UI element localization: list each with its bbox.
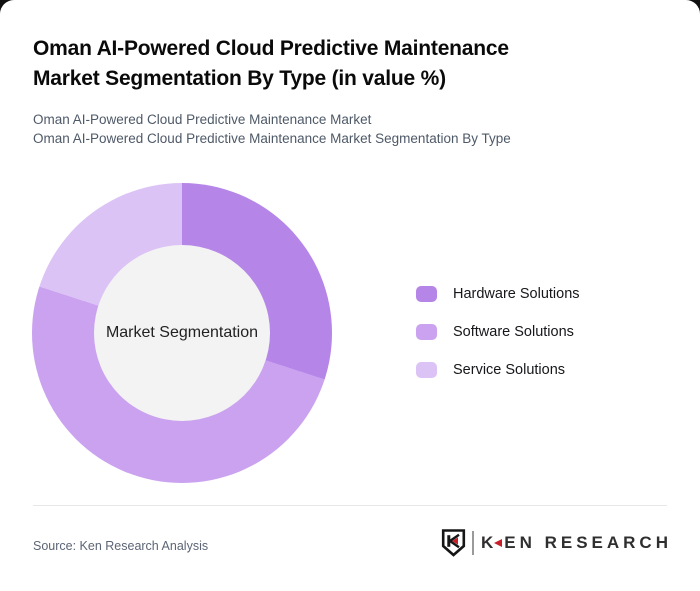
- legend-item: Hardware Solutions: [416, 286, 580, 302]
- source-text: Source: Ken Research Analysis: [33, 539, 209, 553]
- page-title: Oman AI-Powered Cloud Predictive Mainten…: [33, 34, 509, 94]
- chart-subtitle-line-2: Oman AI-Powered Cloud Predictive Mainten…: [33, 131, 511, 146]
- donut-center-label: Market Segmentation: [105, 324, 259, 341]
- legend-swatch-software-icon: [416, 324, 437, 340]
- legend-label: Software Solutions: [453, 324, 574, 340]
- legend-swatch-service-icon: [416, 362, 437, 378]
- logo-red-triangle-icon: [494, 539, 503, 547]
- chart-subtitle: Oman AI-Powered Cloud Predictive Mainten…: [33, 110, 511, 148]
- page-title-line-2: Market Segmentation By Type (in value %): [33, 67, 446, 90]
- legend-label: Hardware Solutions: [453, 286, 580, 302]
- logo-brand-text: K EN RESEARCH: [481, 533, 672, 553]
- logo-brand-k: K: [480, 533, 498, 552]
- logo-brand-rest: EN RESEARCH: [504, 533, 672, 552]
- ken-research-logo: K EN RESEARCH: [441, 529, 672, 557]
- footer-divider: [33, 505, 667, 506]
- logo-divider: [471, 531, 474, 555]
- page-title-line-1: Oman AI-Powered Cloud Predictive Mainten…: [33, 37, 509, 60]
- logo-shield-icon: [441, 529, 466, 557]
- donut-chart: Market Segmentation: [32, 183, 332, 483]
- legend-item: Software Solutions: [416, 324, 580, 340]
- chart-subtitle-line-1: Oman AI-Powered Cloud Predictive Mainten…: [33, 112, 372, 127]
- legend-label: Service Solutions: [453, 362, 566, 378]
- chart-legend: Hardware Solutions Software Solutions Se…: [416, 286, 580, 400]
- legend-item: Service Solutions: [416, 362, 580, 378]
- donut-hole: Market Segmentation: [94, 245, 270, 421]
- legend-swatch-hardware-icon: [416, 286, 437, 302]
